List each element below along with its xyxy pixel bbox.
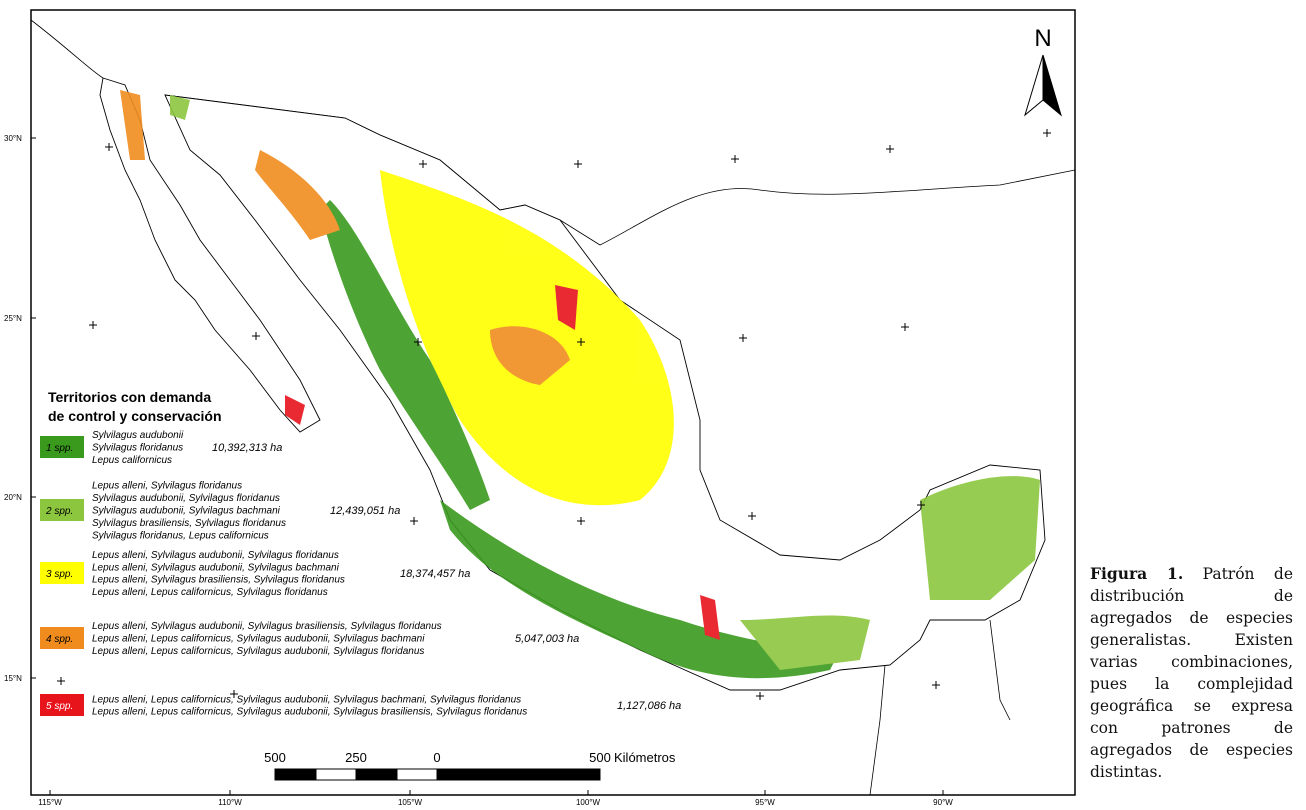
- north-arrow: [1024, 54, 1062, 117]
- legend-area: 10,392,313 ha: [212, 442, 282, 454]
- patch-4spp: [490, 326, 570, 385]
- caption-label: Figura 1.: [1090, 564, 1184, 583]
- graticule: [57, 129, 1051, 700]
- legend-species: Lepus alleni, Lepus californicus, Sylvil…: [92, 646, 424, 657]
- scale-segment: [396, 768, 438, 781]
- patch-2spp: [740, 615, 870, 670]
- patch-5spp: [700, 595, 720, 640]
- legend-species: Lepus alleni, Sylvilagus brasiliensis, S…: [92, 575, 345, 586]
- legend-area: 5,047,003 ha: [515, 633, 579, 645]
- lat-label: 30°N: [4, 134, 22, 143]
- legend-title: de control y conservación: [48, 408, 222, 424]
- lon-label: 100°W: [576, 798, 601, 807]
- legend-species: Sylvilagus audubonii: [92, 430, 184, 441]
- legend-species: Lepus alleni, Lepus californicus, Sylvil…: [92, 694, 521, 705]
- patch-4spp: [255, 150, 340, 240]
- scale-segment: [355, 768, 398, 781]
- legend-species: Lepus alleni, Lepus californicus, Sylvil…: [92, 587, 328, 598]
- legend-swatch: [40, 436, 84, 458]
- scale-unit: Kilómetros: [614, 750, 676, 765]
- legend-species: Sylvilagus audubonii, Sylvilagus florida…: [92, 493, 280, 504]
- legend-label: 1 spp.: [46, 443, 73, 454]
- lon-label: 95°W: [755, 798, 775, 807]
- patch-4spp: [120, 90, 145, 160]
- baja-peninsula: [99, 77, 321, 433]
- legend-swatch: [40, 694, 84, 716]
- map: N 30°N 25°N 20°N 15°N 115°W 110°W 105°W 100°W 95…: [4, 9, 1076, 807]
- legend-label: 5 spp.: [46, 701, 73, 712]
- scale-label: 500: [589, 750, 611, 765]
- legend-swatch: [40, 499, 84, 521]
- coastline: [30, 19, 1076, 246]
- scale-segment: [436, 768, 601, 781]
- scale-label: 500: [264, 750, 286, 765]
- legend-label: 2 spp.: [45, 506, 73, 517]
- scale-label: 0: [433, 750, 440, 765]
- lon-label: 105°W: [398, 798, 423, 807]
- legend-area: 12,439,051 ha: [330, 505, 400, 517]
- caption-text: Patrón de distribución de agregados de e…: [1090, 565, 1293, 781]
- caption: Figura 1. Patrón de distribución de agre…: [1090, 563, 1293, 783]
- legend-swatch: [40, 627, 84, 649]
- legend-species: Lepus alleni, Lepus californicus, Sylvil…: [92, 707, 527, 718]
- legend-area: 1,127,086 ha: [617, 700, 681, 712]
- legend-swatch: [40, 562, 84, 584]
- patch-2spp: [170, 95, 190, 120]
- legend-label: 3 spp.: [46, 569, 73, 580]
- distribution-patches: [120, 90, 1040, 679]
- legend-species: Lepus alleni, Sylvilagus audubonii, Sylv…: [92, 562, 340, 573]
- scale-label: 250: [345, 750, 367, 765]
- legend-species: Sylvilagus floridanus: [92, 443, 183, 454]
- scale-segment: [274, 768, 317, 781]
- legend-species: Lepus californicus: [92, 455, 172, 466]
- patch-1spp: [320, 200, 490, 510]
- legend-species: Sylvilagus audubonii, Sylvilagus bachman…: [92, 506, 281, 517]
- legend-species: Lepus alleni, Sylvilagus audubonii, Sylv…: [92, 550, 339, 561]
- legend-title: Territorios con demanda: [48, 389, 211, 405]
- border: [869, 619, 1011, 796]
- legend-area: 18,374,457 ha: [400, 568, 470, 580]
- legend-species: Lepus alleni, Sylvilagus floridanus: [92, 481, 242, 492]
- lat-label: 25°N: [4, 314, 22, 323]
- lon-label: 90°W: [933, 798, 953, 807]
- lon-label: 115°W: [38, 798, 62, 807]
- legend-species: Sylvilagus brasiliensis, Sylvilagus flor…: [92, 518, 286, 529]
- legend-species: Sylvilagus floridanus, Lepus californicu…: [92, 530, 269, 541]
- legend-species: Lepus alleni, Sylvilagus audubonii, Sylv…: [92, 621, 442, 632]
- legend-label: 4 spp.: [46, 634, 73, 645]
- patch-5spp: [285, 395, 305, 425]
- north-label: N: [1034, 25, 1051, 52]
- lat-label: 15°N: [4, 674, 22, 683]
- scale-segment: [315, 768, 357, 781]
- lat-label: 20°N: [4, 493, 22, 502]
- patch-5spp: [555, 285, 578, 330]
- lon-label: 110°W: [218, 798, 242, 807]
- patch-2spp: [920, 476, 1040, 600]
- legend-species: Lepus alleni, Lepus californicus, Sylvil…: [92, 634, 425, 645]
